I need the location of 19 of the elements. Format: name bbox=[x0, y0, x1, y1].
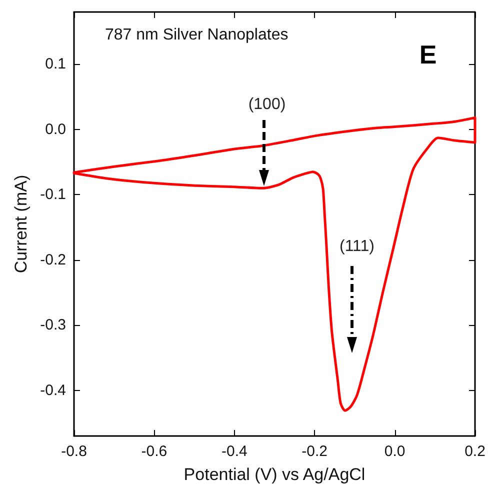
y-tick-label: -0.3 bbox=[40, 316, 66, 334]
x-tick-label: 0.2 bbox=[464, 443, 486, 460]
annotation: (100) bbox=[248, 96, 286, 114]
y-axis-title: Current (mA) bbox=[11, 174, 30, 274]
y-tick-label: -0.1 bbox=[40, 186, 66, 204]
y-tick-label: 0.0 bbox=[45, 120, 66, 138]
line-series bbox=[72, 116, 476, 412]
x-axis-title: Potential (V) vs Ag/AgCl bbox=[184, 465, 366, 484]
y-tick-label: 0.1 bbox=[45, 56, 66, 73]
y-tick-label: -0.4 bbox=[40, 382, 66, 399]
x-tick-label: -0.6 bbox=[141, 443, 168, 460]
x-tick-label: 0.0 bbox=[384, 443, 406, 460]
annotation: E bbox=[419, 40, 437, 70]
x-tick-label: -0.8 bbox=[61, 443, 87, 460]
y-tick-label: -0.2 bbox=[40, 251, 66, 268]
x-tick-label: -0.4 bbox=[221, 443, 248, 460]
text: 787 nm Silver Nanoplates bbox=[105, 26, 288, 44]
annotation: (111) bbox=[340, 238, 374, 256]
x-tick-label: -0.2 bbox=[302, 443, 328, 460]
